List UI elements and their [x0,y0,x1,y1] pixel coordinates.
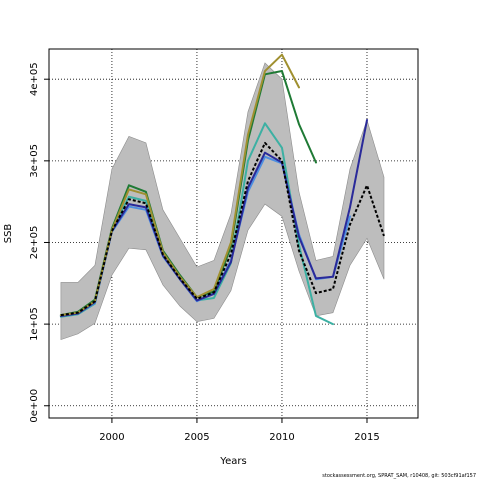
confidence-band-layer [60,62,385,341]
plot-frame [48,48,419,419]
series-line-final [60,141,385,317]
x-tick-label: 2000 [99,432,124,443]
confidence-band [60,62,385,341]
y-tick-label: 0e+00 [29,389,40,423]
credit-footnote: stockassessment.org, SPRAT_SAM, r10408, … [322,473,476,479]
y-axis-title: SSB [3,224,14,244]
y-tick-label: 2e+05 [29,226,40,260]
x-axis-title: Years [219,456,246,467]
x-tick-label: 2005 [184,432,209,443]
axis-ticks: 2000 2005 2010 2015 0e+00 1e+05 2e+05 3e+05 4e+0… [29,62,380,443]
series-layer [59,53,385,326]
y-tick-label: 3e+05 [29,144,40,178]
y-tick-label: 4e+05 [29,62,40,96]
x-tick-label: 2015 [354,432,379,443]
y-tick-label: 1e+05 [29,307,40,341]
x-tick-label: 2010 [269,432,294,443]
